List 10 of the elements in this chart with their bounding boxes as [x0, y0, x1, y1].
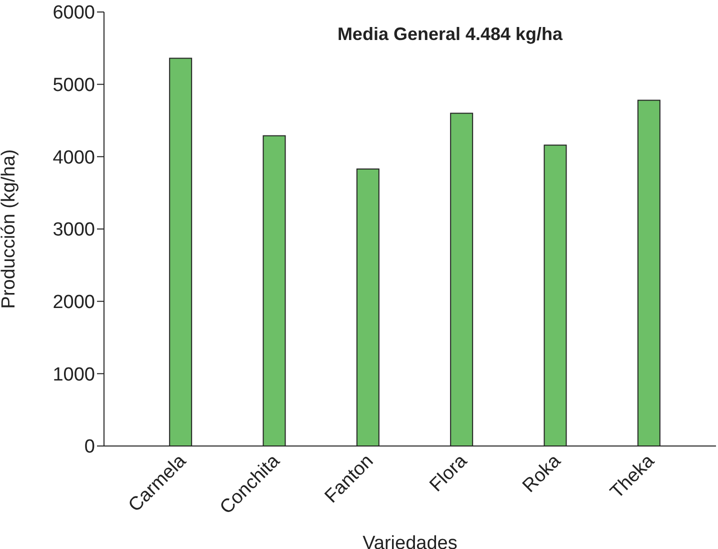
y-tick-label: 0 — [84, 436, 95, 458]
y-tick-label: 3000 — [52, 220, 95, 241]
y-tick-label: 1000 — [52, 364, 95, 386]
y-tick-label: 6000 — [52, 2, 95, 24]
y-tick-label: 5000 — [52, 75, 95, 96]
text: Media General 4.484 kg/ha — [336, 24, 564, 45]
y-axis-title: Producción (kg/ha) — [0, 149, 20, 309]
y-tick-label: 2000 — [52, 292, 95, 314]
y-tick-label: 4000 — [52, 147, 95, 168]
x-axis-title: Variedades — [362, 533, 458, 549]
